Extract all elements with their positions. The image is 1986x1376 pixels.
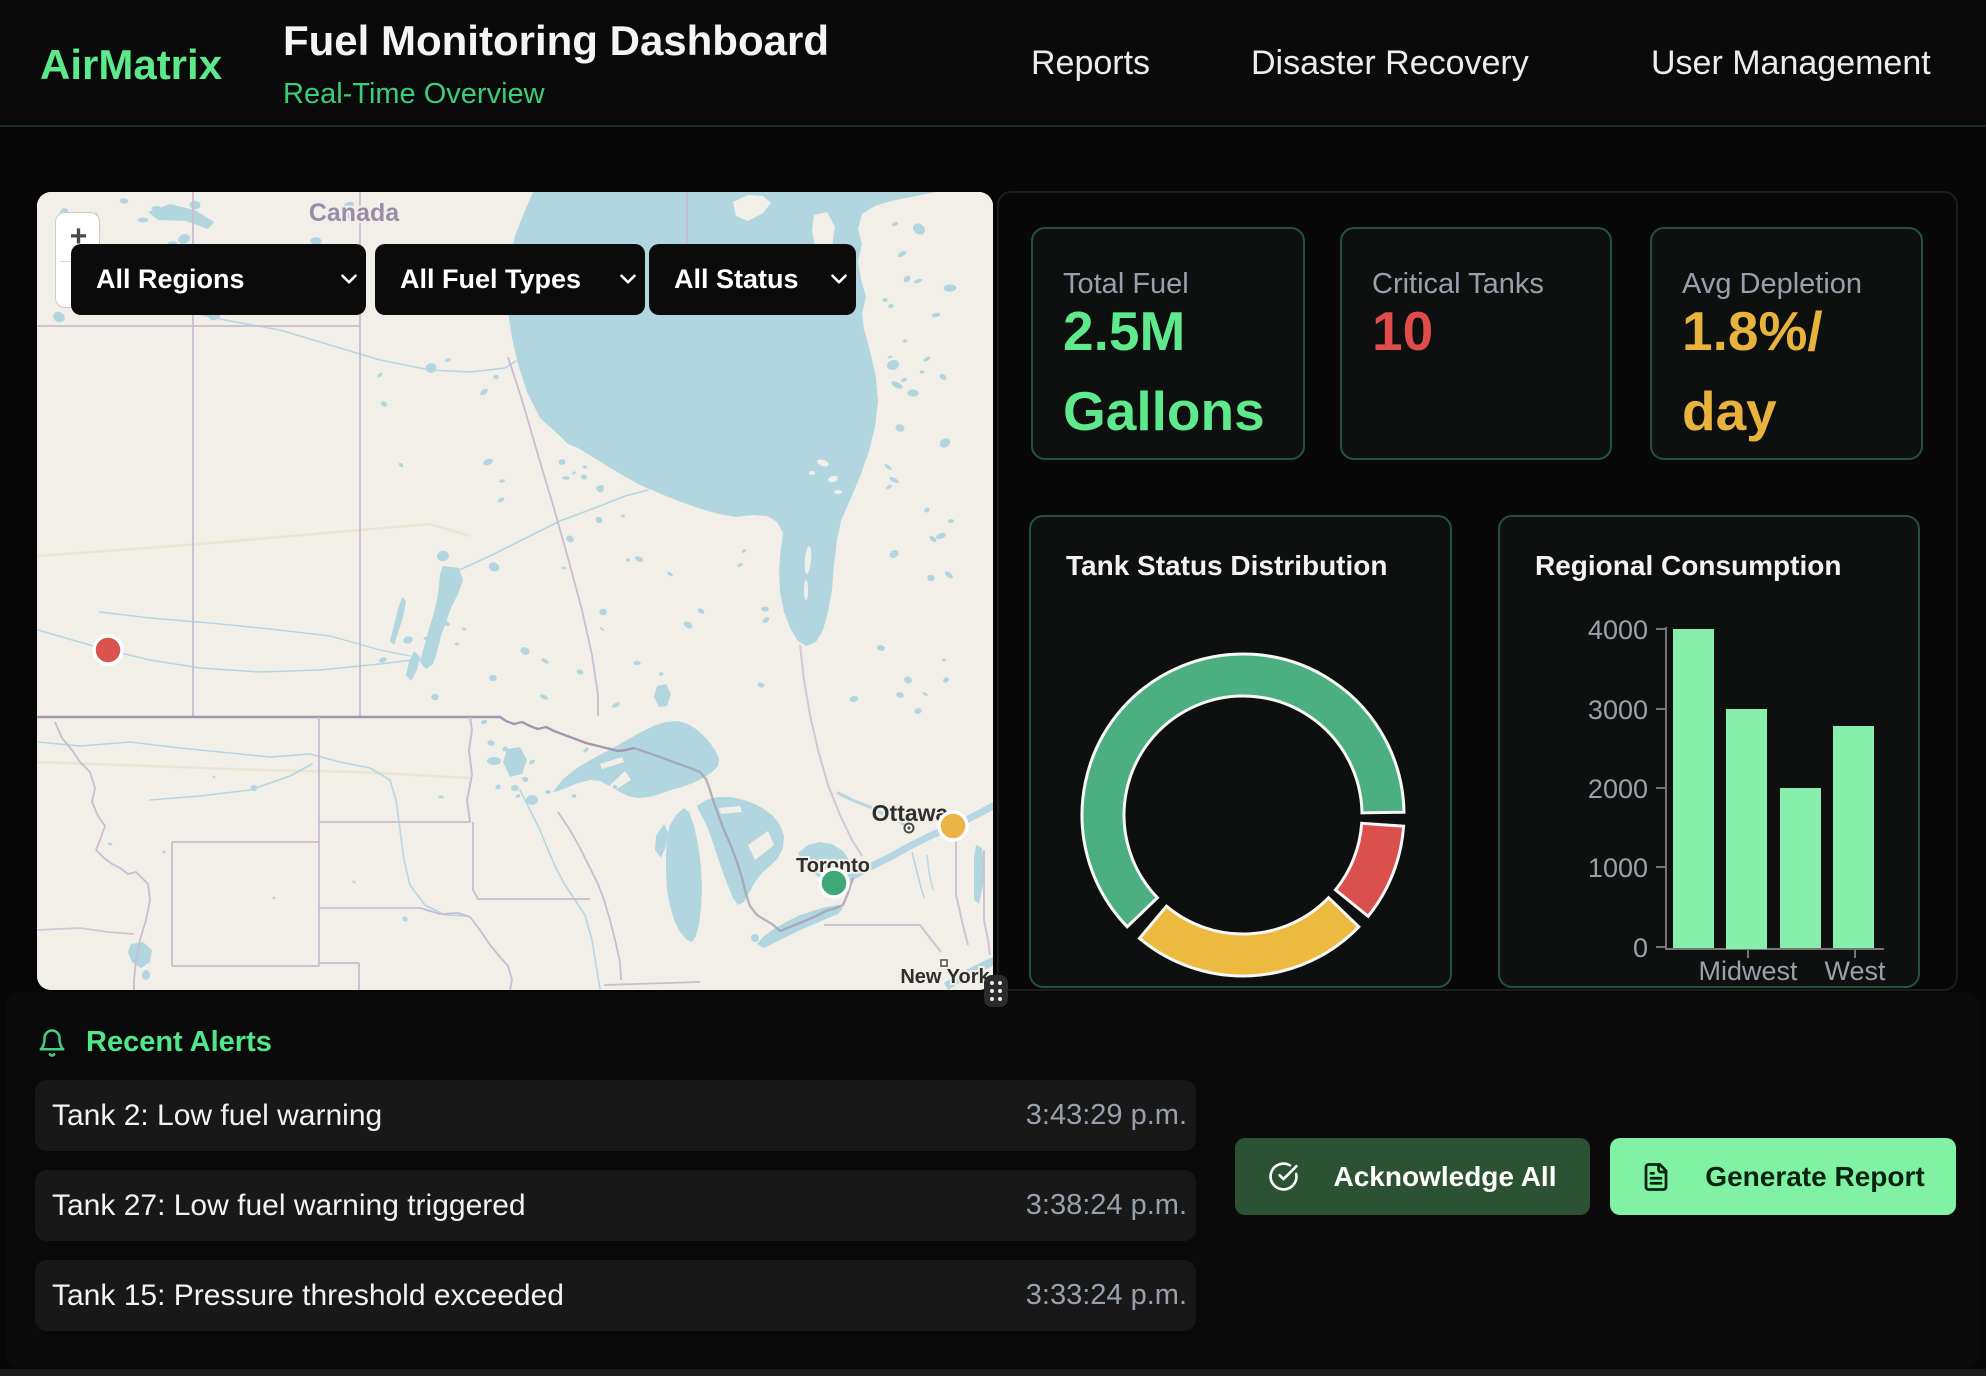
svg-text:Ottawa: Ottawa xyxy=(872,800,949,826)
svg-text:New York: New York xyxy=(900,966,990,988)
svg-text:2000: 2000 xyxy=(1588,774,1648,804)
svg-text:0: 0 xyxy=(1633,933,1648,963)
svg-text:Midwest: Midwest xyxy=(1698,956,1798,986)
svg-text:Canada: Canada xyxy=(309,199,400,227)
svg-text:1000: 1000 xyxy=(1588,853,1648,883)
svg-text:3000: 3000 xyxy=(1588,695,1648,725)
svg-text:4000: 4000 xyxy=(1588,615,1648,645)
svg-text:West: West xyxy=(1824,956,1886,986)
